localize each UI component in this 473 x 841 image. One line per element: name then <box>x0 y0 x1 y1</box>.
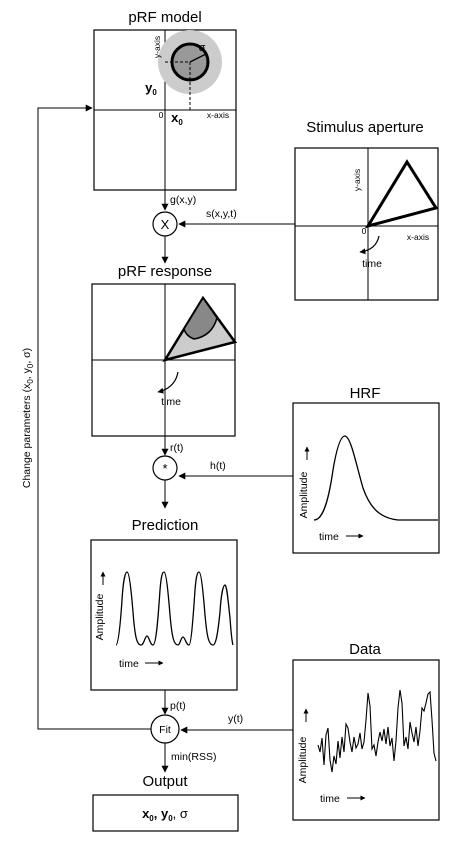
sigma-radius-line <box>189 53 207 63</box>
x0-label: x0 <box>171 110 183 127</box>
convolve-operator: * <box>152 455 178 481</box>
g-label: g(x,y) <box>170 194 196 206</box>
stim-x-axis-label: x-axis <box>407 232 429 242</box>
y-label: y(t) <box>228 713 243 725</box>
prediction-amplitude-label: Amplitude <box>94 594 106 641</box>
prf-y-axis-label: y-axis <box>152 36 162 58</box>
data-timeseries <box>317 689 437 773</box>
prf-response-panel: time <box>91 283 238 437</box>
s-label: s(x,y,t) <box>206 208 237 220</box>
response-overlap <box>183 296 218 340</box>
feedback-loop-arrow <box>37 104 151 730</box>
prf-response-title: pRF response <box>118 263 212 280</box>
hrf-time-label: time <box>319 531 339 543</box>
h-label: h(t) <box>210 460 226 472</box>
y0-label: y0 <box>145 80 157 97</box>
hrf-curve <box>313 435 438 521</box>
output-title: Output <box>142 773 188 790</box>
stim-y-axis-label: y-axis <box>352 169 362 191</box>
prediction-title: Prediction <box>132 517 199 534</box>
prf-model-title: pRF model <box>128 9 201 26</box>
stim-origin-label: 0 <box>362 226 367 236</box>
data-time-label: time <box>320 793 340 805</box>
stimulus-panel: y-axis x-axis 0 time <box>294 147 439 301</box>
change-parameters-label: Change parameters (x0, y0, σ) <box>21 348 35 488</box>
svg-text:X: X <box>161 217 170 232</box>
multiply-operator: X <box>152 211 178 237</box>
svg-text:Fit: Fit <box>159 724 171 736</box>
prediction-time-label: time <box>119 658 139 670</box>
prediction-curve <box>115 571 234 646</box>
fit-operator: Fit <box>150 714 180 744</box>
response-time-label: time <box>161 396 181 408</box>
output-box: x0, y0, σ <box>92 794 239 832</box>
stimulus-wedge <box>364 159 439 229</box>
prf-model-panel: σ y-axis x-axis 0 y0 x0 <box>93 29 237 191</box>
output-params: x0, y0, σ <box>142 806 188 823</box>
svg-text:*: * <box>162 461 167 476</box>
stim-time-label: time <box>362 258 382 270</box>
prf-origin-label: 0 <box>159 110 164 120</box>
r-label: r(t) <box>170 442 183 454</box>
hrf-title: HRF <box>350 385 381 402</box>
prediction-panel: Amplitude time <box>90 539 238 691</box>
data-amplitude-label: Amplitude <box>297 737 309 784</box>
prf-x-axis-label: x-axis <box>207 110 229 120</box>
p-label: p(t) <box>170 700 186 712</box>
stim-rotation-arrow <box>359 235 380 255</box>
data-title: Data <box>349 641 381 658</box>
hrf-panel: Amplitude time <box>292 402 440 554</box>
response-rotation-arrow <box>157 371 179 394</box>
data-panel: Amplitude time <box>292 659 440 821</box>
hrf-amplitude-label: Amplitude <box>298 472 310 519</box>
stimulus-title: Stimulus aperture <box>306 119 424 136</box>
sigma-label: σ <box>199 42 206 54</box>
min-rss-label: min(RSS) <box>171 751 217 763</box>
